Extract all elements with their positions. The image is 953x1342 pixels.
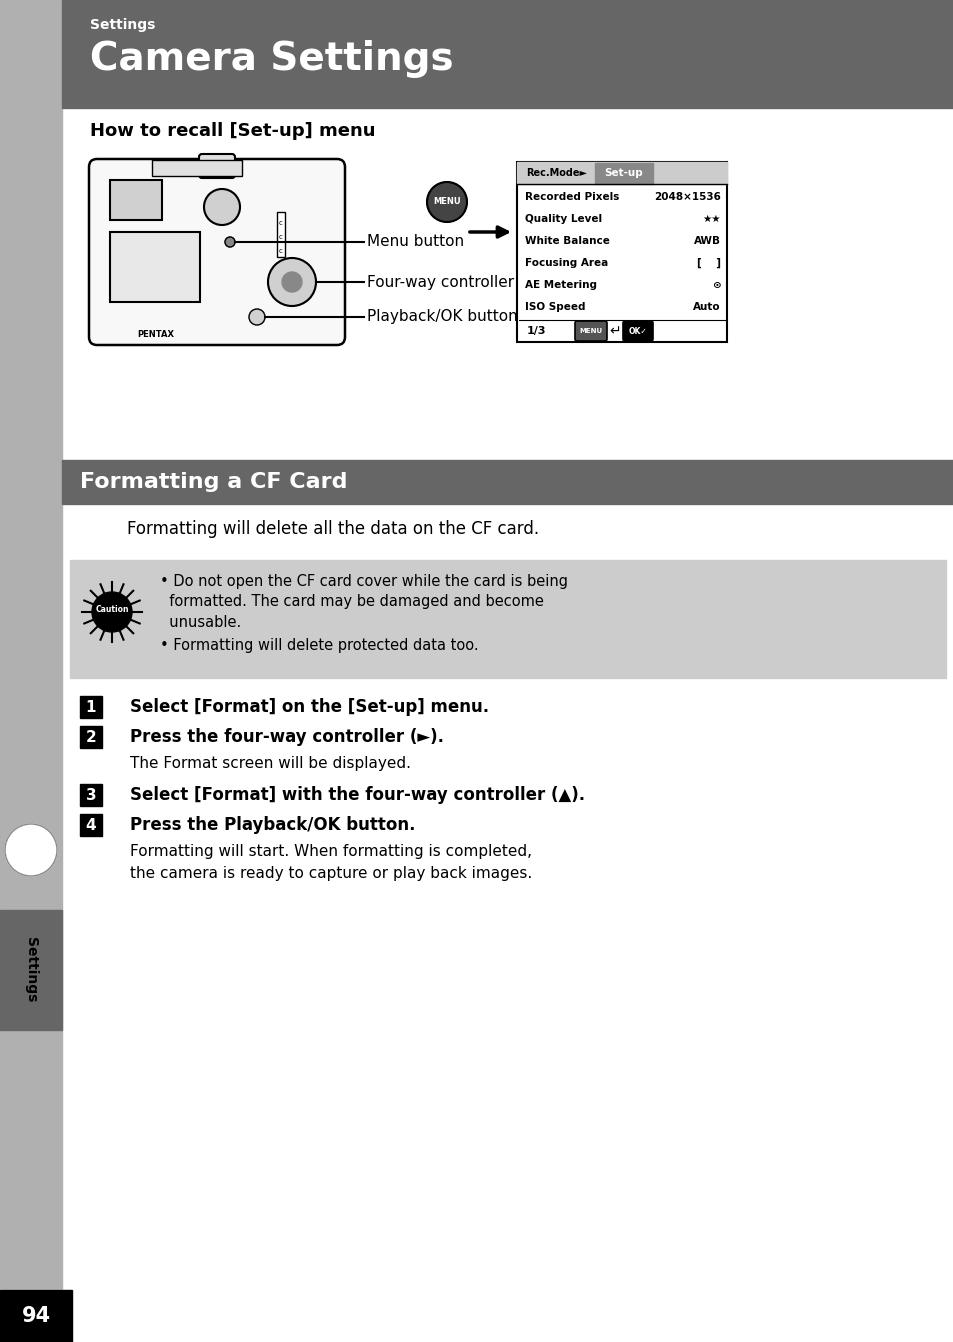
FancyBboxPatch shape [575, 321, 606, 341]
Circle shape [91, 592, 132, 632]
Text: Select [Format] on the [Set-up] menu.: Select [Format] on the [Set-up] menu. [130, 698, 489, 717]
Text: • Formatting will delete protected data too.: • Formatting will delete protected data … [160, 637, 478, 654]
Circle shape [427, 183, 467, 221]
Text: White Balance: White Balance [524, 236, 609, 246]
Circle shape [5, 824, 57, 876]
Text: 1/3: 1/3 [526, 326, 546, 336]
Circle shape [282, 272, 302, 293]
Text: Camera Settings: Camera Settings [90, 40, 453, 78]
Bar [0, 910, 62, 1031]
Bar [517, 162, 726, 184]
Bar [595, 162, 652, 184]
Text: Recorded Pixels: Recorded Pixels [524, 192, 618, 203]
Bar [80, 815, 102, 836]
Text: PENTAX: PENTAX [137, 330, 173, 340]
Text: How to recall [Set-up] menu: How to recall [Set-up] menu [90, 122, 375, 140]
Bar [0, 1290, 71, 1342]
Bar [80, 696, 102, 718]
Bar [0, 0, 62, 1342]
Text: Rec.Mode►: Rec.Mode► [526, 168, 587, 178]
Text: Press the four-way controller (►).: Press the four-way controller (►). [130, 727, 443, 746]
Text: Set-up: Set-up [604, 168, 642, 178]
Text: Formatting will delete all the data on the CF card.: Formatting will delete all the data on t… [127, 519, 538, 538]
Text: Focusing Area: Focusing Area [524, 258, 608, 268]
Text: AE Metering: AE Metering [524, 280, 597, 290]
Bar [517, 162, 726, 342]
Text: Playback/OK button: Playback/OK button [367, 310, 517, 325]
Text: ★★: ★★ [701, 213, 720, 224]
FancyBboxPatch shape [622, 321, 652, 341]
Text: c: c [279, 220, 283, 225]
Text: [    ]: [ ] [697, 258, 720, 268]
FancyBboxPatch shape [89, 158, 345, 345]
Text: Settings: Settings [24, 937, 38, 1002]
Text: 2: 2 [86, 730, 96, 745]
Text: Settings: Settings [90, 17, 155, 32]
Circle shape [225, 238, 234, 247]
Text: ↵: ↵ [609, 323, 620, 338]
Text: ISO Speed: ISO Speed [524, 302, 585, 311]
Text: 3: 3 [86, 788, 96, 803]
Bar [518, 164, 594, 184]
Text: MENU: MENU [433, 197, 460, 207]
Bar [110, 232, 200, 302]
Text: AWB: AWB [693, 236, 720, 246]
Bar [276, 212, 285, 258]
Text: Formatting will start. When formatting is completed,: Formatting will start. When formatting i… [130, 844, 532, 859]
Text: 2048×1536: 2048×1536 [654, 192, 720, 203]
Text: the camera is ready to capture or play back images.: the camera is ready to capture or play b… [130, 866, 532, 880]
Text: Auto: Auto [693, 302, 720, 311]
Bar [80, 784, 102, 807]
Circle shape [249, 309, 265, 325]
Bar [152, 160, 242, 176]
Text: Press the Playback/OK button.: Press the Playback/OK button. [130, 816, 416, 833]
Text: ⊙: ⊙ [712, 280, 720, 290]
Text: • Do not open the CF card cover while the card is being
  formatted. The card ma: • Do not open the CF card cover while th… [160, 574, 567, 629]
Text: 4: 4 [86, 817, 96, 832]
Text: c: c [279, 248, 283, 254]
Text: Menu button: Menu button [367, 235, 464, 250]
Text: c: c [279, 234, 283, 240]
Bar [0, 1290, 953, 1342]
Text: Formatting a CF Card: Formatting a CF Card [80, 472, 347, 493]
Bar [80, 726, 102, 747]
Bar [110, 180, 162, 220]
Bar [62, 0, 953, 107]
Text: Caution: Caution [95, 605, 129, 615]
Circle shape [204, 189, 240, 225]
Bar [70, 560, 945, 678]
Text: Four-way controller: Four-way controller [367, 275, 514, 290]
Text: MENU: MENU [578, 327, 602, 334]
Text: The Format screen will be displayed.: The Format screen will be displayed. [130, 756, 411, 772]
FancyBboxPatch shape [199, 154, 234, 178]
Bar [62, 460, 953, 505]
Text: OK✓: OK✓ [628, 326, 647, 336]
Text: Select [Format] with the four-way controller (▲).: Select [Format] with the four-way contro… [130, 786, 584, 804]
Text: 1: 1 [86, 699, 96, 714]
Circle shape [268, 258, 315, 306]
Text: 94: 94 [21, 1306, 51, 1326]
Text: Quality Level: Quality Level [524, 213, 601, 224]
